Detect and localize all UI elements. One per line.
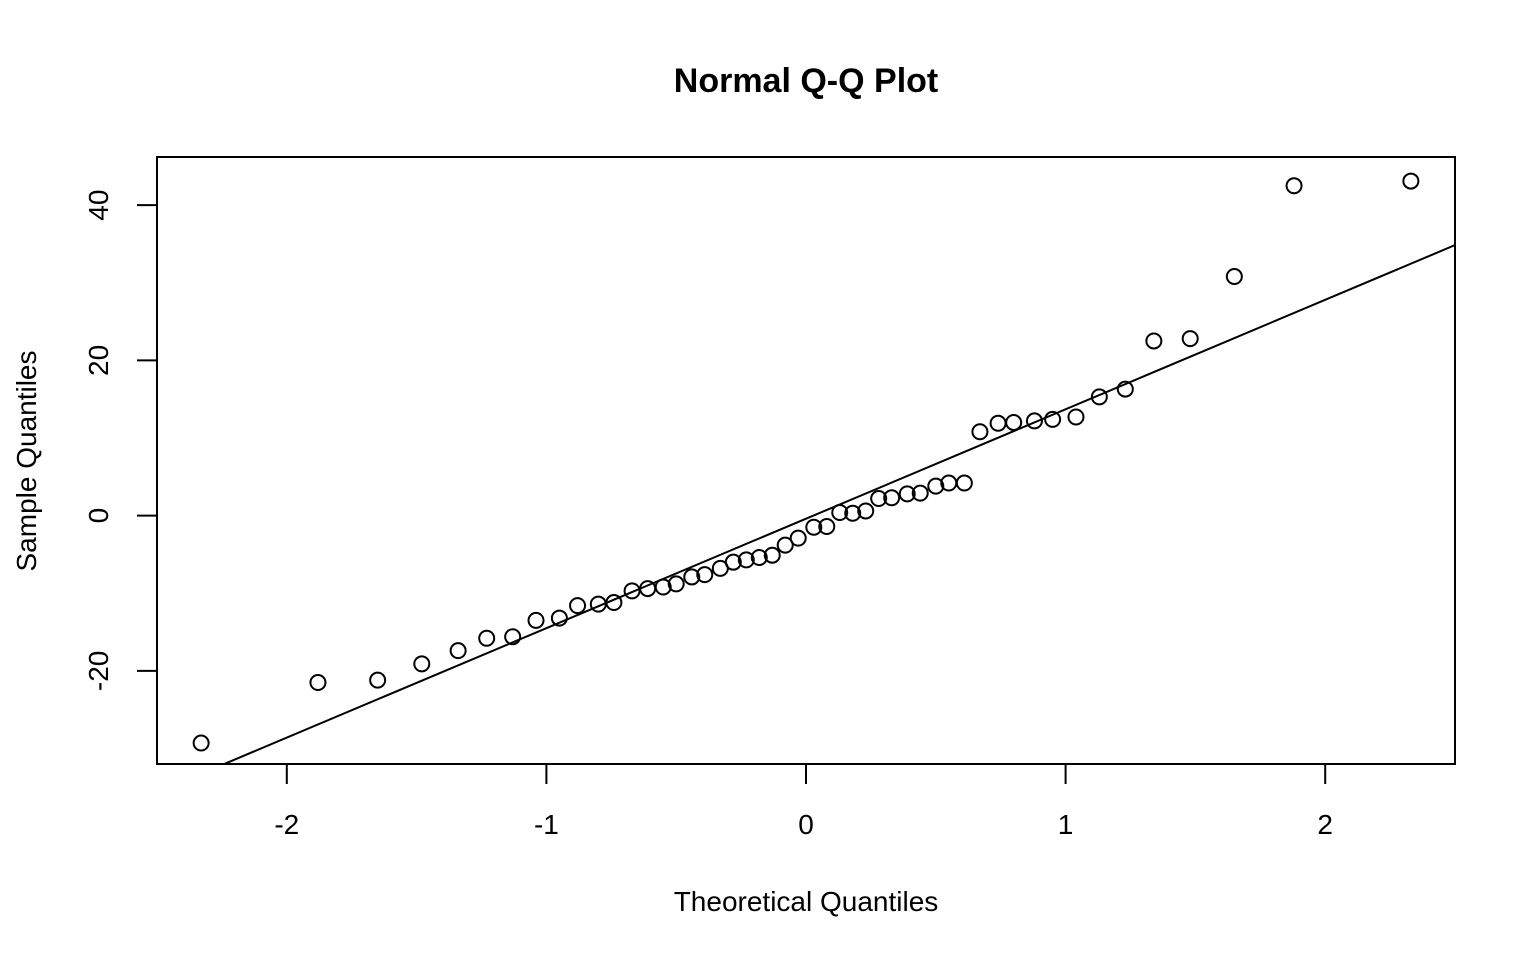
data-point — [1090, 388, 1108, 406]
data-point — [683, 568, 701, 586]
data-point — [449, 642, 467, 660]
data-point — [870, 490, 888, 508]
y-axis: -20 0 20 40 — [83, 190, 157, 691]
data-point — [569, 597, 587, 615]
data-point — [478, 629, 496, 647]
data-point — [192, 734, 210, 752]
qq-reference-line — [221, 244, 1455, 764]
y-tick-label: -20 — [83, 651, 114, 691]
data-point — [776, 536, 794, 554]
data-point — [971, 423, 989, 441]
data-point — [1181, 330, 1199, 348]
data-point — [1225, 268, 1243, 286]
x-tick-label: 1 — [1058, 809, 1074, 840]
data-point — [750, 549, 768, 567]
data-point — [831, 504, 849, 522]
data-point — [883, 489, 901, 507]
y-tick-label: 0 — [83, 508, 114, 524]
data-point — [369, 671, 387, 689]
data-point — [1025, 412, 1043, 430]
x-tick-label: -2 — [274, 809, 299, 840]
data-point — [654, 578, 672, 596]
data-point — [1067, 408, 1085, 426]
y-axis-title: Sample Quantiles — [11, 350, 42, 571]
data-point — [844, 504, 862, 522]
y-tick-label: 20 — [83, 345, 114, 376]
data-point — [1044, 410, 1062, 428]
data-point — [805, 518, 823, 536]
x-tick-label: 0 — [798, 809, 814, 840]
data-point — [724, 553, 742, 571]
data-point — [667, 575, 685, 593]
data-point — [1285, 177, 1303, 195]
data-point — [527, 611, 545, 629]
data-point — [550, 609, 568, 627]
data-point — [789, 529, 807, 547]
data-point — [955, 474, 973, 492]
data-point — [309, 673, 327, 691]
reference-line-layer — [221, 244, 1455, 764]
data-point — [1005, 413, 1023, 431]
data-point — [1402, 172, 1420, 190]
data-point — [413, 655, 431, 673]
chart-title: Normal Q-Q Plot — [674, 62, 938, 100]
data-point — [1145, 332, 1163, 350]
data-point — [927, 477, 945, 495]
data-point — [911, 484, 929, 502]
data-point — [737, 551, 755, 569]
x-tick-label: -1 — [534, 809, 559, 840]
data-point — [696, 566, 714, 584]
data-point — [898, 485, 916, 503]
x-axis-title: Theoretical Quantiles — [674, 886, 939, 917]
data-point — [818, 517, 836, 535]
data-point — [504, 628, 522, 646]
data-point — [605, 594, 623, 612]
x-tick-label: 2 — [1317, 809, 1333, 840]
data-point — [1116, 380, 1134, 398]
data-point — [763, 546, 781, 564]
y-tick-label: 40 — [83, 190, 114, 221]
data-point — [857, 502, 875, 520]
x-axis: -2 -1 0 1 2 — [274, 764, 1333, 840]
points-layer — [192, 172, 1420, 752]
